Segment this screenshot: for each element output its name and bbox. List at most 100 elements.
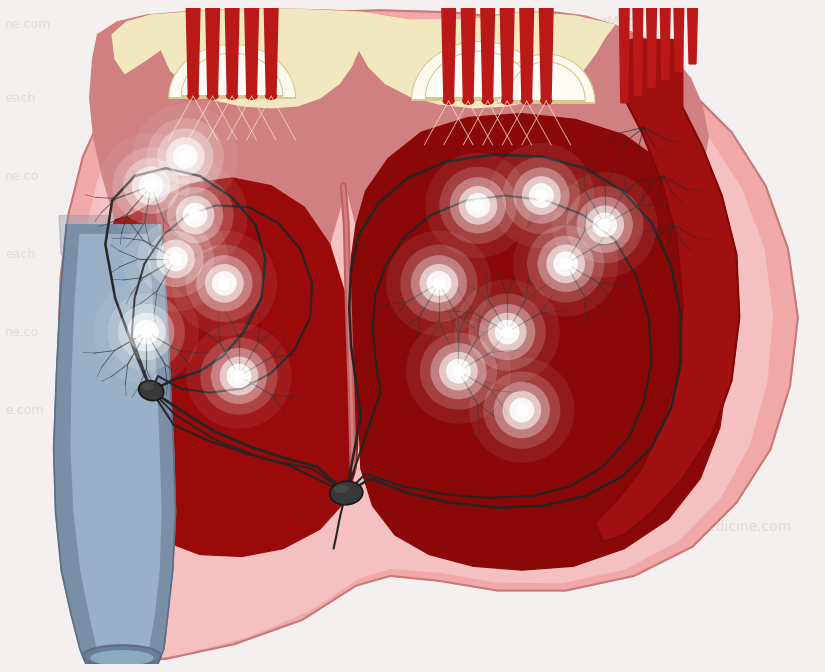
Ellipse shape — [205, 264, 243, 302]
Ellipse shape — [450, 177, 506, 233]
Ellipse shape — [148, 231, 204, 287]
Ellipse shape — [206, 92, 219, 100]
Ellipse shape — [566, 186, 644, 263]
Ellipse shape — [108, 294, 185, 371]
Ellipse shape — [158, 128, 214, 185]
Text: Medicine.com: Medicine.com — [459, 355, 545, 368]
Ellipse shape — [540, 194, 544, 198]
Ellipse shape — [472, 199, 484, 212]
Ellipse shape — [132, 167, 171, 205]
Ellipse shape — [586, 206, 624, 244]
Ellipse shape — [134, 320, 158, 344]
Polygon shape — [92, 178, 359, 556]
Ellipse shape — [513, 167, 569, 224]
Ellipse shape — [566, 186, 644, 263]
Ellipse shape — [559, 257, 572, 270]
Ellipse shape — [139, 173, 163, 198]
Polygon shape — [620, 8, 629, 103]
Ellipse shape — [577, 197, 633, 253]
Polygon shape — [647, 8, 657, 87]
Ellipse shape — [90, 650, 153, 666]
Ellipse shape — [529, 183, 554, 208]
Polygon shape — [71, 235, 161, 664]
Ellipse shape — [456, 369, 460, 374]
Ellipse shape — [522, 176, 561, 215]
Ellipse shape — [602, 222, 607, 227]
Ellipse shape — [563, 261, 568, 266]
Ellipse shape — [167, 187, 224, 243]
Ellipse shape — [218, 277, 230, 290]
Ellipse shape — [456, 369, 460, 374]
Text: .com: .com — [332, 130, 362, 144]
Polygon shape — [633, 8, 643, 95]
Ellipse shape — [144, 330, 148, 334]
Ellipse shape — [183, 203, 207, 227]
Ellipse shape — [233, 370, 245, 382]
Ellipse shape — [427, 271, 451, 296]
Ellipse shape — [227, 364, 252, 388]
Text: TeachingMed: TeachingMed — [576, 462, 658, 475]
Ellipse shape — [505, 330, 509, 334]
Polygon shape — [425, 51, 535, 98]
Ellipse shape — [502, 157, 580, 234]
Ellipse shape — [501, 97, 513, 105]
Ellipse shape — [483, 372, 560, 449]
Ellipse shape — [446, 359, 471, 384]
Polygon shape — [674, 8, 684, 72]
Ellipse shape — [156, 240, 195, 278]
Ellipse shape — [123, 158, 179, 214]
Ellipse shape — [227, 364, 252, 388]
Ellipse shape — [140, 326, 153, 338]
Ellipse shape — [173, 144, 198, 169]
Ellipse shape — [513, 167, 569, 224]
Ellipse shape — [196, 255, 252, 311]
Ellipse shape — [212, 271, 237, 296]
Ellipse shape — [546, 245, 585, 283]
Ellipse shape — [167, 187, 224, 243]
Ellipse shape — [179, 151, 191, 163]
Ellipse shape — [535, 190, 548, 202]
Ellipse shape — [200, 337, 277, 415]
Ellipse shape — [462, 97, 474, 105]
Ellipse shape — [516, 404, 528, 416]
Ellipse shape — [586, 206, 624, 244]
Ellipse shape — [599, 218, 610, 231]
Polygon shape — [497, 54, 595, 103]
Ellipse shape — [148, 231, 204, 287]
Ellipse shape — [149, 183, 153, 188]
Ellipse shape — [173, 144, 198, 169]
Ellipse shape — [516, 404, 528, 416]
Ellipse shape — [540, 194, 544, 198]
Ellipse shape — [246, 92, 257, 100]
Ellipse shape — [465, 193, 490, 218]
Ellipse shape — [334, 485, 349, 493]
Polygon shape — [54, 225, 176, 664]
Polygon shape — [442, 8, 455, 101]
Ellipse shape — [479, 304, 535, 360]
Ellipse shape — [145, 179, 158, 192]
Ellipse shape — [479, 304, 535, 360]
Ellipse shape — [436, 281, 441, 286]
Polygon shape — [245, 8, 258, 96]
Ellipse shape — [452, 365, 464, 377]
Ellipse shape — [501, 326, 513, 338]
Ellipse shape — [602, 222, 607, 227]
Ellipse shape — [420, 333, 497, 410]
Text: ne.com: ne.com — [5, 18, 51, 32]
Ellipse shape — [459, 186, 497, 224]
Polygon shape — [520, 8, 534, 101]
Ellipse shape — [226, 92, 238, 100]
Ellipse shape — [459, 186, 497, 224]
Polygon shape — [507, 62, 585, 101]
Ellipse shape — [219, 357, 258, 395]
Ellipse shape — [400, 245, 478, 322]
Text: ne.co: ne.co — [5, 326, 39, 339]
Text: edicine.com: edicine.com — [546, 238, 622, 251]
Ellipse shape — [157, 177, 233, 253]
Ellipse shape — [196, 255, 252, 311]
Ellipse shape — [118, 304, 174, 360]
Ellipse shape — [420, 264, 458, 302]
Text: TeachingMed: TeachingMed — [546, 15, 637, 29]
Polygon shape — [346, 114, 728, 570]
Ellipse shape — [166, 137, 205, 176]
